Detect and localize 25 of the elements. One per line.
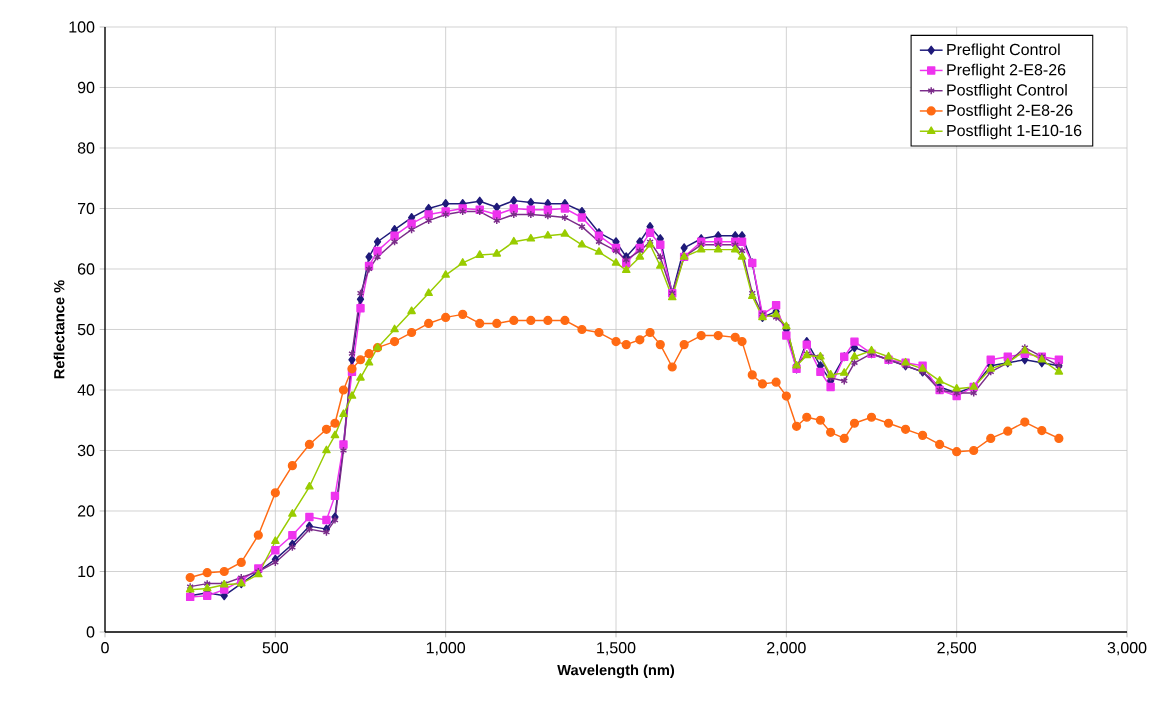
legend-label: Postflight 2-E8-26	[947, 104, 1073, 120]
y-tick-label: 60	[77, 263, 95, 275]
legend-label: Postflight Control	[947, 83, 1067, 99]
legend-label: Preflight 2-E8-26	[947, 63, 1066, 79]
legend-label: Postflight 1-E10-16	[947, 124, 1082, 140]
x-tick-label: 1,000	[426, 642, 466, 656]
y-tick-label: 10	[78, 565, 95, 578]
y-tick-label: 40	[77, 384, 95, 396]
y-tick-label: 0	[86, 626, 95, 638]
y-tick-label: 30	[77, 444, 95, 457]
x-tick-label: 0	[101, 642, 109, 654]
y-tick-label: 70	[77, 202, 95, 215]
x-tick-label: 1,500	[597, 642, 636, 656]
x-tick-label: 3,000	[1107, 642, 1147, 656]
x-axis-title: Wavelength (nm)	[557, 664, 675, 679]
x-tick-label: 2,000	[767, 642, 806, 656]
y-tick-label: 100	[69, 21, 95, 33]
y-tick-label: 90	[77, 81, 95, 94]
x-tick-label: 2,500	[937, 642, 977, 656]
x-tick-label: 500	[262, 642, 289, 654]
y-axis-title: Reflectance %	[53, 280, 65, 379]
y-tick-label: 20	[77, 505, 95, 517]
y-tick-label: 80	[77, 142, 95, 154]
legend-label: Preflight Control	[947, 43, 1060, 59]
y-tick-label: 50	[77, 323, 95, 336]
